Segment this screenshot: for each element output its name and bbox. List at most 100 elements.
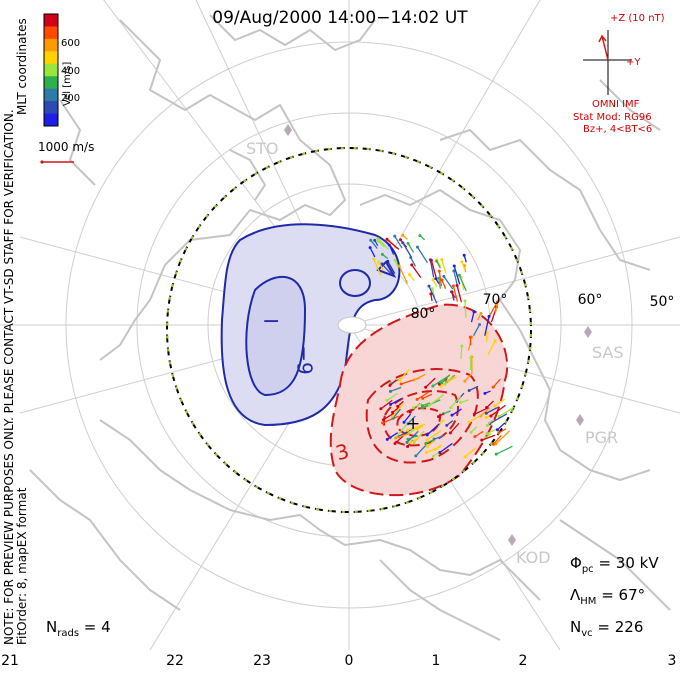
velocity-vector-origin	[427, 284, 431, 288]
velocity-vector-origin	[385, 437, 389, 441]
velocity-vector	[381, 263, 393, 276]
velocity-vector	[429, 259, 435, 278]
velocity-vector-origin	[393, 258, 397, 262]
mlt-tick-1: 1	[431, 653, 441, 669]
velocity-vector-origin	[387, 243, 391, 247]
velocity-vector	[383, 412, 395, 421]
velocity-vector-origin	[485, 423, 489, 427]
hmb-sub: HM	[580, 596, 597, 607]
velocity-vector	[395, 432, 410, 439]
velocity-vector-origin	[485, 432, 489, 436]
phi-pc-symbol: Φ	[570, 554, 582, 572]
velocity-vector-origin	[388, 383, 392, 387]
velocity-vector	[392, 406, 401, 413]
velocity-vector	[377, 238, 389, 250]
velocity-vector-origin	[396, 404, 400, 408]
pole-patch	[337, 316, 367, 334]
phi-pc-sub: pc	[581, 564, 594, 575]
velocity-vector	[386, 238, 400, 250]
velocity-vector-origin	[450, 413, 454, 417]
velocity-vector-origin	[388, 389, 392, 393]
velocity-vector-origin	[431, 384, 435, 388]
station-markers	[282, 124, 592, 546]
velocity-vector	[422, 393, 433, 400]
velocity-vector	[407, 243, 415, 253]
velocity-vector	[468, 414, 482, 423]
mlt-tick-22: 22	[166, 653, 184, 669]
nvc-sub: vc	[581, 628, 593, 639]
negative-cell	[220, 223, 401, 427]
velocity-vector-origin	[472, 310, 476, 314]
colorbar-tick-600: 600	[61, 38, 81, 49]
velocity-vector	[409, 437, 419, 444]
velocity-vector-origin	[379, 407, 383, 411]
velocity-vector	[439, 442, 453, 454]
velocity-vector-origin	[437, 382, 441, 386]
velocity-vector-origin	[406, 428, 410, 432]
velocity-vector-origin	[438, 451, 442, 455]
velocity-vector	[470, 311, 475, 323]
velocity-vector-origin	[411, 406, 415, 410]
velocity-vector-origin	[457, 273, 461, 277]
coordinate-label: MLT coordinates	[15, 18, 29, 115]
velocity-vector-origin	[376, 237, 380, 241]
velocity-vector	[495, 445, 513, 455]
velocity-vector-origin	[484, 416, 488, 420]
velocity-vector-origin	[448, 431, 452, 435]
velocity-vector-origin	[452, 264, 456, 268]
velocity-vector-origin	[393, 441, 397, 445]
mlt-tick-2: 2	[518, 653, 528, 669]
velocity-vector	[484, 316, 490, 336]
velocity-vector	[486, 406, 499, 414]
velocity-vector	[441, 259, 447, 274]
velocity-vector	[438, 271, 443, 287]
station-kod-marker	[508, 534, 516, 546]
velocity-vector	[495, 300, 500, 313]
velocity-vector	[426, 446, 442, 454]
velocity-vector-origin	[463, 455, 467, 459]
velocity-vector	[496, 422, 505, 431]
colorbar-segment	[44, 38, 58, 52]
reference-vector-dot	[40, 160, 44, 164]
velocity-vector	[495, 430, 511, 445]
velocity-vector-origin	[469, 356, 473, 360]
velocity-vector	[441, 279, 447, 289]
velocity-vector-origin	[462, 253, 466, 257]
velocity-vector-origin	[401, 233, 405, 237]
velocity-vector-origin	[440, 381, 444, 385]
velocity-vector-origin	[492, 442, 496, 446]
velocity-vector-origin	[414, 454, 418, 458]
velocity-vector	[369, 247, 376, 258]
velocity-vector-origin	[430, 287, 434, 291]
velocity-vector-origin	[390, 414, 394, 418]
nvc-value: = 226	[592, 618, 644, 636]
velocity-vector-origin	[412, 441, 416, 445]
velocity-vector	[488, 301, 498, 318]
colorbar-segment	[44, 26, 58, 40]
velocity-vector	[394, 235, 403, 249]
velocity-vector	[498, 406, 515, 418]
velocity-vector-origin	[410, 263, 414, 267]
lat-label-60: 60°	[577, 292, 603, 308]
velocity-vector	[430, 260, 437, 278]
velocity-vector-origin	[460, 344, 464, 348]
velocity-vector	[487, 340, 496, 356]
velocity-vector-origin	[389, 402, 393, 406]
velocity-vector	[426, 423, 440, 436]
velocity-vector-origin	[431, 454, 435, 458]
velocity-vector	[425, 377, 436, 388]
velocity-vector-origin	[421, 396, 425, 400]
vector-count: Nvc = 226	[570, 618, 643, 639]
velocity-vector	[394, 430, 410, 444]
velocity-vector-origin	[424, 441, 428, 445]
colorbar-tick-400: 400	[61, 66, 81, 77]
velocity-vector-origin	[412, 378, 416, 382]
velocity-vector	[494, 398, 505, 407]
velocity-vector-origin	[406, 241, 410, 245]
velocity-vector-origin	[401, 241, 405, 245]
fit-order-note: FitOrder: 8, mapEX format	[15, 487, 29, 645]
hm-boundary	[166, 147, 532, 513]
velocity-vector	[492, 378, 501, 388]
velocity-vector	[480, 407, 491, 417]
